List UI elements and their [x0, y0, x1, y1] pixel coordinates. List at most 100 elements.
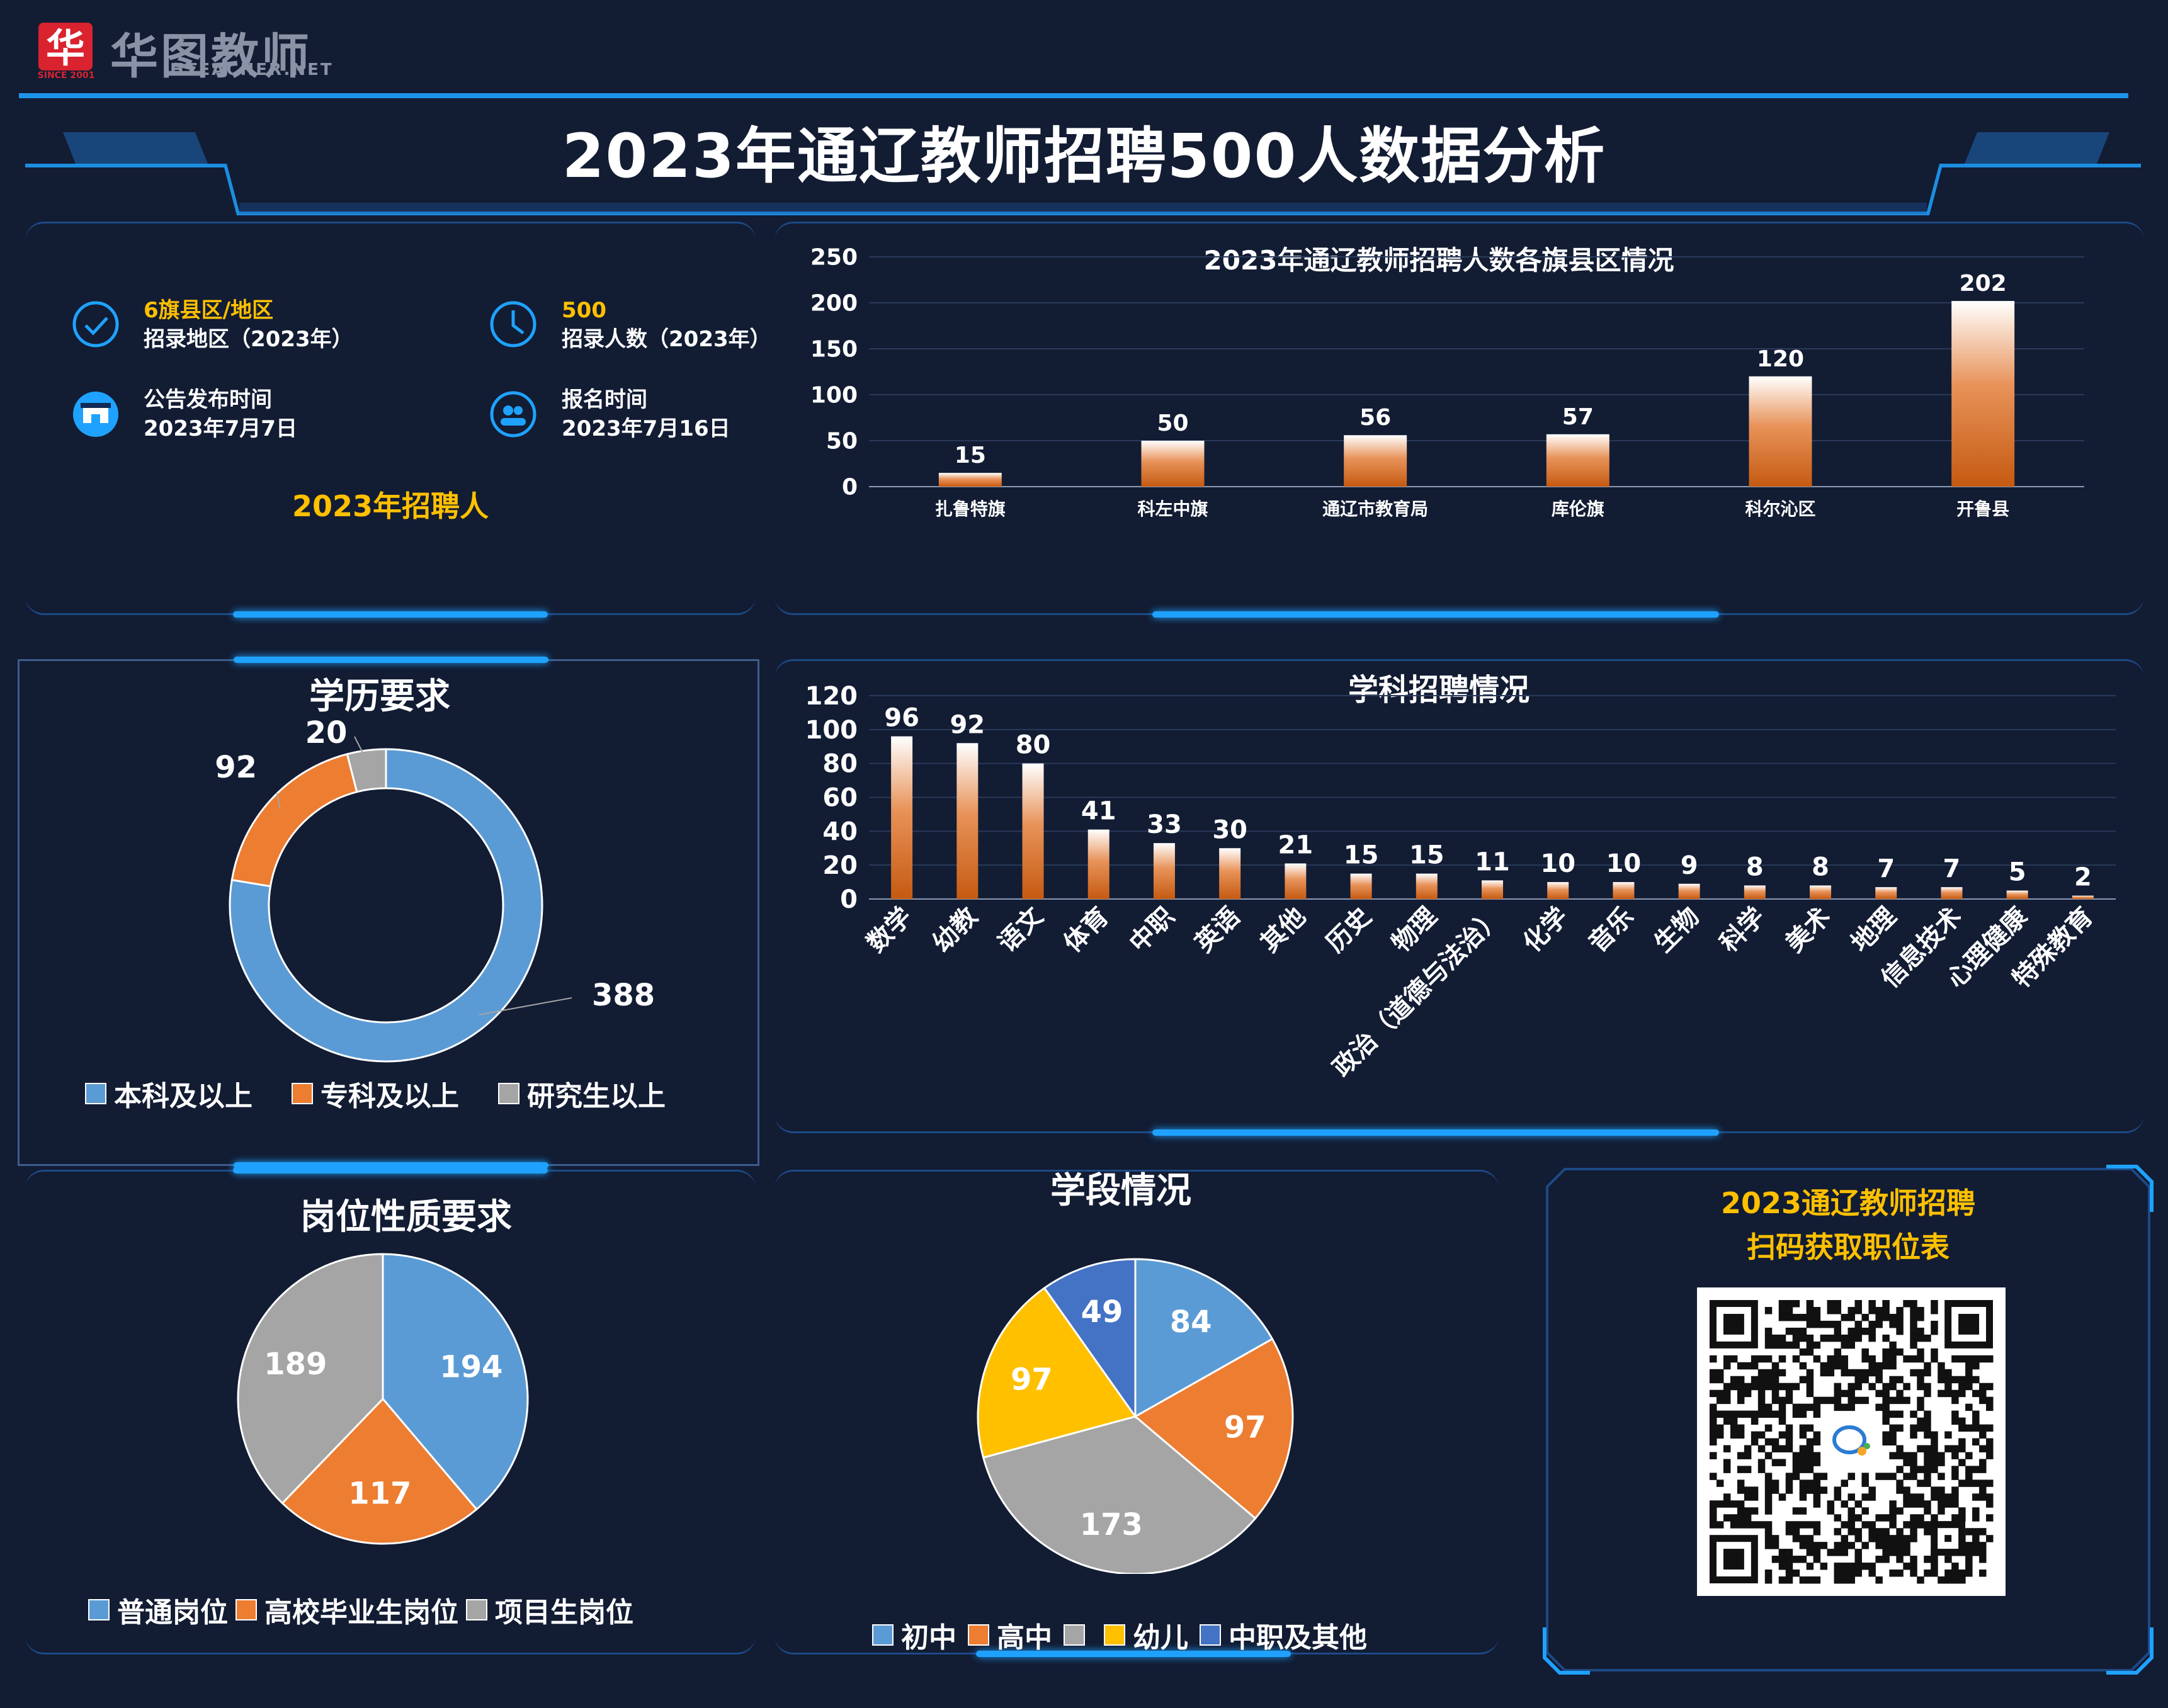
x-tick-label: 通辽市教育局	[1322, 499, 1428, 519]
bar	[1219, 848, 1241, 899]
legend-swatch	[88, 1599, 110, 1620]
x-tick-label: 美术	[1780, 902, 1836, 958]
pie-slice	[281, 1397, 478, 1545]
y-tick-label: 120	[805, 682, 858, 711]
data-label: 388	[592, 978, 655, 1013]
brand-url: HTEACHER.NET	[170, 60, 334, 79]
position-panel	[25, 1167, 756, 1654]
data-label: 2	[2074, 863, 2092, 892]
subject-panel	[775, 659, 2144, 1136]
data-label: 20	[305, 715, 348, 750]
stage-panel	[775, 1170, 1499, 1657]
data-label: 9	[1681, 851, 1698, 880]
bar	[1350, 873, 1372, 899]
y-tick-label: 80	[822, 750, 858, 779]
legend-item: 本科及以上	[85, 1073, 253, 1114]
data-label: 15	[1409, 841, 1444, 870]
x-tick-label: 历史	[1321, 902, 1377, 958]
x-tick-label: 科尔沁区	[1745, 499, 1815, 519]
y-tick-label: 40	[822, 817, 858, 846]
info-region-label: 招录地区（2023年）	[144, 327, 353, 352]
pie-slice	[229, 748, 543, 1063]
chart-title: 学科招聘情况	[1348, 672, 1530, 708]
bar	[1087, 829, 1110, 899]
data-label: 80	[1016, 731, 1051, 760]
bar	[1022, 763, 1044, 899]
legend-swatch	[968, 1624, 989, 1646]
x-tick-label: 英语	[1189, 902, 1246, 958]
x-tick-label: 物理	[1387, 902, 1443, 958]
bar	[1951, 301, 2015, 487]
users-icon	[490, 391, 536, 438]
bar	[1875, 887, 1897, 899]
legend-item: 初中	[872, 1615, 956, 1655]
x-tick-label: 幼教	[927, 902, 983, 958]
bar	[2006, 890, 2028, 899]
svg-text:华: 华	[46, 25, 85, 71]
x-tick-label: 数学	[861, 902, 917, 958]
title-bar-decoration	[19, 93, 2141, 215]
pie-slice	[1043, 1258, 1137, 1420]
x-tick-label: 其他	[1255, 902, 1311, 958]
data-label: 84	[1170, 1304, 1212, 1340]
x-tick-label: 音乐	[1583, 902, 1639, 958]
info-count-label: 招录人数（2023年）	[562, 327, 771, 352]
legend-swatch	[85, 1083, 106, 1104]
y-tick-label: 50	[826, 429, 858, 455]
x-tick-label: 体育	[1058, 902, 1115, 958]
qr-code[interactable]	[1697, 1287, 2006, 1596]
x-tick-label: 生物	[1649, 902, 1705, 958]
legend-item	[1064, 1624, 1093, 1646]
data-label: 10	[1606, 849, 1642, 878]
pie-slice	[1133, 1337, 1294, 1520]
brand-since: SINCE 2001	[37, 71, 95, 81]
position-chart: 岗位性质要求 194 117 189	[237, 1197, 529, 1545]
data-label: 57	[1562, 404, 1594, 430]
brand-logo-icon: 华	[38, 23, 93, 71]
legend-item: 中职及其他	[1200, 1615, 1367, 1655]
x-tick-label: 开鲁县	[1956, 499, 2009, 519]
y-tick-label: 0	[840, 885, 858, 914]
data-label: 202	[1960, 271, 2007, 297]
bar	[1416, 873, 1438, 899]
info-region: 6旗县区/地区 招录地区（2023年）	[144, 296, 353, 354]
pie-slice	[1134, 1258, 1274, 1418]
data-label: 50	[1157, 410, 1188, 436]
education-chart: 学历要求 388 92 20	[215, 676, 655, 1063]
x-tick-label: 地理	[1846, 902, 1902, 958]
store-icon	[73, 392, 118, 437]
legend-swatch	[1200, 1624, 1221, 1646]
data-label: 56	[1359, 405, 1391, 431]
data-label: 49	[1081, 1294, 1123, 1330]
info-region-value: 6旗县区/地区	[144, 298, 274, 323]
chart-title: 岗位性质要求	[300, 1197, 512, 1238]
data-label: 194	[440, 1349, 502, 1384]
data-label: 41	[1081, 797, 1116, 826]
data-label: 21	[1278, 830, 1314, 859]
info-announce-date: 2023年7月7日	[144, 416, 297, 441]
legend-swatch	[292, 1083, 313, 1104]
data-label: 92	[215, 750, 257, 785]
data-label: 11	[1475, 847, 1510, 876]
x-tick-label: 语文	[993, 902, 1049, 958]
data-label: 7	[1943, 854, 1961, 883]
bar	[1749, 376, 1812, 487]
bar	[1547, 882, 1569, 899]
x-tick-label: 中职	[1124, 902, 1180, 958]
data-label: 33	[1147, 810, 1182, 839]
brand-name: 华图教师	[110, 28, 312, 84]
stage-legend: 初中 高中 幼儿 中职及其他	[872, 1615, 1378, 1655]
legend-item: 幼儿	[1104, 1615, 1188, 1655]
legend-label: 高中	[997, 1622, 1052, 1654]
data-label: 15	[955, 443, 986, 468]
leader-line	[354, 736, 369, 764]
legend-swatch	[466, 1599, 487, 1620]
chart-title: 学历要求	[309, 676, 450, 717]
bar	[891, 736, 913, 899]
leader-line	[276, 793, 281, 809]
data-label: 15	[1344, 841, 1379, 870]
info-signup: 报名时间 2023年7月16日	[562, 385, 730, 443]
x-tick-label: 化学	[1518, 902, 1574, 958]
brand-logo: 华	[35, 19, 98, 82]
bar	[1344, 435, 1407, 487]
